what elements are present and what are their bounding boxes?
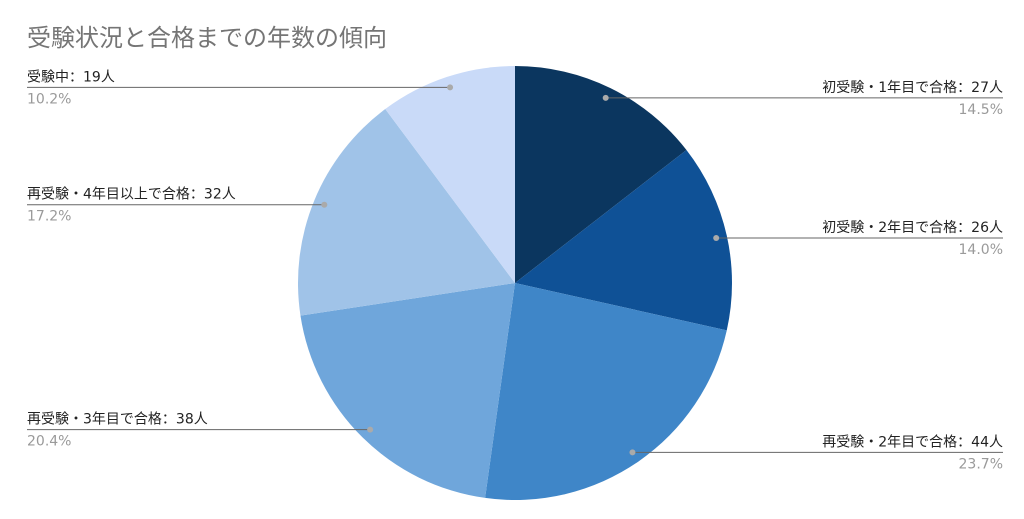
slice-percent: 17.2%: [27, 209, 71, 225]
slice-label: 受験中：19人: [27, 69, 115, 85]
leader-dot: [629, 449, 636, 456]
slice-percent: 14.0%: [959, 242, 1003, 258]
slice-label: 再受験・4年目以上で合格：32人: [27, 187, 236, 203]
leader-dot: [713, 235, 720, 242]
pie-slice: [298, 109, 515, 316]
slice-label: 初受験・2年目で合格：26人: [822, 219, 1003, 236]
slice-label: 再受験・2年目で合格：44人: [822, 434, 1003, 450]
chart-title: 受験状況と合格までの年数の傾向: [27, 24, 387, 52]
slice-percent: 10.2%: [27, 91, 71, 107]
pie-slice: [385, 66, 515, 283]
leader-dot: [367, 426, 374, 433]
slice-label: 初受験・1年目で合格：27人: [822, 79, 1003, 96]
slice-percent: 20.4%: [27, 434, 71, 450]
leader-dot: [602, 94, 609, 101]
pie-slice: [515, 149, 732, 331]
leader-dot: [321, 201, 328, 208]
pie-slice: [515, 66, 687, 283]
slice-percent: 23.7%: [959, 456, 1003, 472]
pie-slice: [300, 283, 515, 498]
pie-slice: [485, 283, 727, 500]
leader-dot: [447, 84, 454, 91]
slice-percent: 14.5%: [959, 102, 1003, 118]
slice-label: 再受験・3年目で合格：38人: [27, 412, 208, 428]
